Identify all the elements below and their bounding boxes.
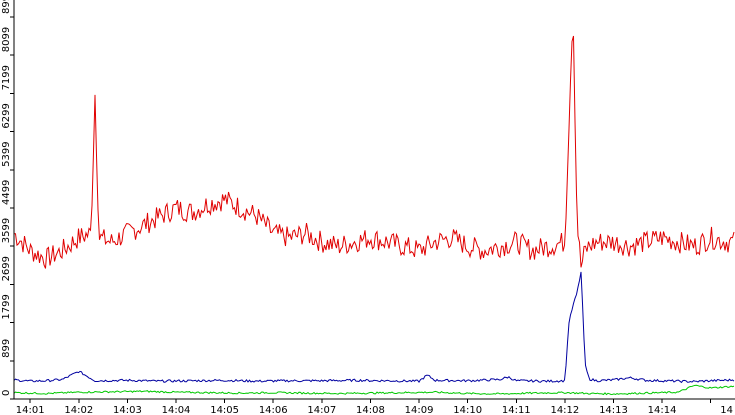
x-tick-label: 14:03 <box>113 405 142 415</box>
series-line-2 <box>13 271 735 384</box>
y-tick-label: 7199 <box>1 65 12 90</box>
x-tick-label: 14:07 <box>307 405 336 415</box>
x-tick-label: 14:02 <box>64 405 93 415</box>
y-tick-label: 5399 <box>1 141 12 166</box>
y-tick-label: 2699 <box>1 256 12 281</box>
x-tick-label: 14:08 <box>356 405 385 415</box>
x-tick-label: 14 <box>720 405 733 415</box>
y-tick-label: 4499 <box>1 180 12 205</box>
x-tick-label: 14:04 <box>162 405 191 415</box>
y-tick-label: 899 <box>1 339 12 358</box>
y-tick-label: 3599 <box>1 218 12 243</box>
x-tick-label: 14:14 <box>648 405 677 415</box>
x-tick-label: 14:05 <box>210 405 239 415</box>
x-tick-label: 14:11 <box>502 405 531 415</box>
x-tick-label: 14:09 <box>405 405 434 415</box>
x-tick-label: 14:13 <box>599 405 628 415</box>
x-tick-label: 14:01 <box>16 405 45 415</box>
x-tick-label: 14:06 <box>259 405 288 415</box>
series-line-1 <box>14 35 735 269</box>
y-tick-label: 0 <box>1 390 12 396</box>
x-tick-label: 14:12 <box>550 405 579 415</box>
y-tick-label: 6299 <box>1 103 12 128</box>
data-layer <box>13 35 735 396</box>
x-tick-label: 14:10 <box>453 405 482 415</box>
y-tick-label: 8099 <box>1 27 12 52</box>
y-tick-label: 1799 <box>1 294 12 319</box>
series-line-3 <box>13 384 735 396</box>
y-tick-label: 8999 <box>1 0 12 14</box>
